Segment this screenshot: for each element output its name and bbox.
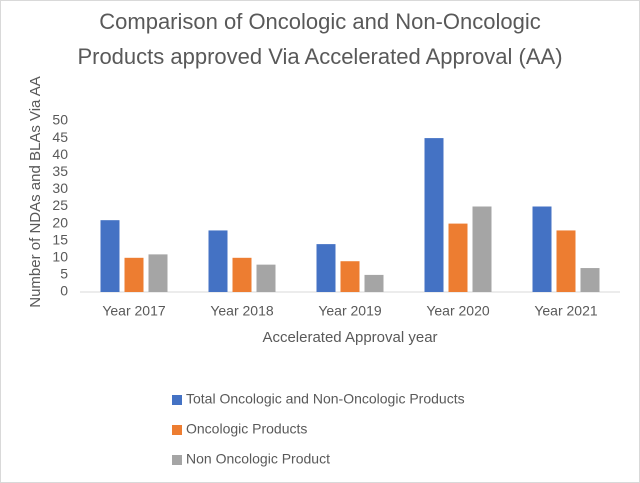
x-tick-label: Year 2017	[102, 303, 166, 319]
legend-swatch	[172, 425, 182, 435]
bar	[232, 257, 252, 292]
bar	[532, 206, 552, 292]
y-tick-label: 15	[52, 231, 68, 247]
y-tick-label: 50	[52, 112, 68, 128]
x-tick-label: Year 2018	[210, 303, 274, 319]
y-tick-label: 10	[52, 249, 68, 265]
chart-title: Products approved Via Accelerated Approv…	[77, 44, 562, 69]
legend-label: Non Oncologic Product	[186, 451, 330, 467]
y-tick-label: 5	[60, 266, 68, 282]
y-tick-label: 30	[52, 180, 68, 196]
y-tick-label: 35	[52, 163, 68, 179]
y-tick-label: 45	[52, 129, 68, 145]
bar	[424, 138, 444, 292]
bar	[148, 254, 168, 292]
bar	[208, 230, 228, 292]
y-tick-label: 40	[52, 146, 68, 162]
y-tick-label: 25	[52, 197, 68, 213]
legend-swatch	[172, 395, 182, 405]
legend-label: Oncologic Products	[186, 421, 307, 437]
bar	[556, 230, 576, 292]
bar	[316, 244, 336, 292]
bar	[364, 274, 384, 292]
x-axis-label: Accelerated Approval year	[262, 329, 437, 346]
bar	[340, 261, 360, 292]
x-tick-label: Year 2019	[318, 303, 382, 319]
bar	[124, 257, 144, 292]
x-tick-label: Year 2020	[426, 303, 490, 319]
y-tick-label: 20	[52, 214, 68, 230]
y-axis-label: Number of NDAs and BLAs Via AA	[27, 76, 44, 308]
y-tick-label: 0	[60, 283, 68, 299]
bar	[448, 223, 468, 292]
x-tick-label: Year 2021	[534, 303, 598, 319]
bar	[256, 264, 276, 292]
chart-title: Comparison of Oncologic and Non-Oncologi…	[99, 9, 540, 34]
bar	[100, 220, 120, 292]
legend-label: Total Oncologic and Non-Oncologic Produc…	[186, 391, 465, 407]
bar	[472, 206, 492, 292]
legend-swatch	[172, 455, 182, 465]
bar	[580, 268, 600, 292]
